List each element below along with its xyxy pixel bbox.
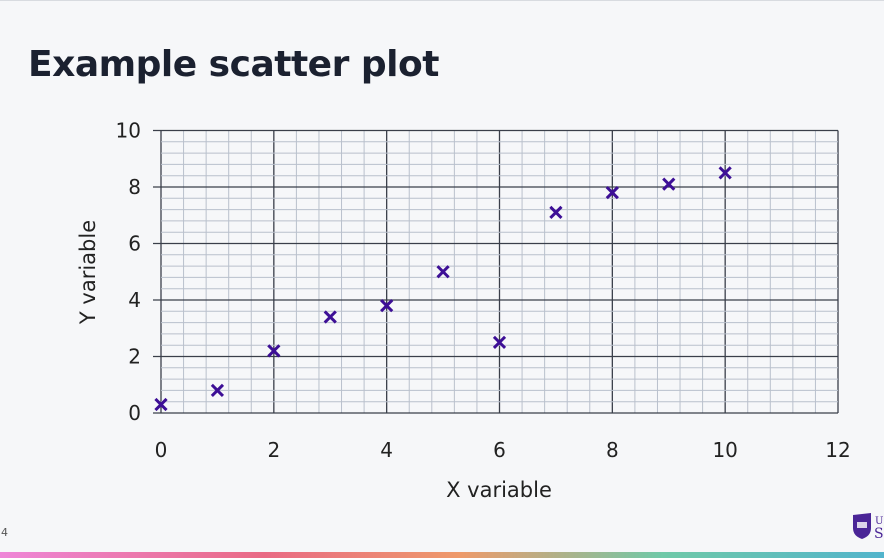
y-tick-label: 10 [116,119,141,143]
x-tick-label: 12 [825,438,850,462]
x-tick-label: 6 [493,438,506,462]
data-point [210,383,225,398]
x-tick-label: 10 [712,438,737,462]
data-point [154,397,168,412]
data-point [323,310,337,324]
y-tick-label: 2 [128,345,141,369]
tick-labels: 0 2 4 6 8 10 12 0 2 4 6 8 10 [116,119,851,463]
x-tick-label: 2 [267,438,280,462]
y-tick-label: 8 [128,175,141,199]
page-number: 24 [0,526,8,539]
data-point [662,177,676,191]
y-tick-label: 0 [128,401,141,425]
data-point [267,344,281,358]
x-tick-label: 4 [380,438,393,462]
university-logo: U S [851,512,884,544]
data-point [718,166,732,180]
y-axis-label: Y variable [76,220,100,325]
data-point [436,265,450,279]
x-tick-label: 8 [606,438,619,462]
x-tick-label: 0 [155,438,168,462]
data-point [605,186,619,200]
data-point [549,205,563,220]
grid [153,129,839,414]
y-tick-label: 4 [128,288,141,312]
data-points [154,166,732,412]
svg-text:U: U [875,516,883,527]
gradient-footer-bar [0,552,884,558]
top-border [0,0,884,1]
page-title: Example scatter plot [28,44,439,85]
svg-text:S: S [874,526,884,540]
y-tick-label: 6 [128,232,141,256]
data-point [492,335,507,349]
x-axis-label: X variable [446,478,552,502]
data-point [380,299,394,313]
